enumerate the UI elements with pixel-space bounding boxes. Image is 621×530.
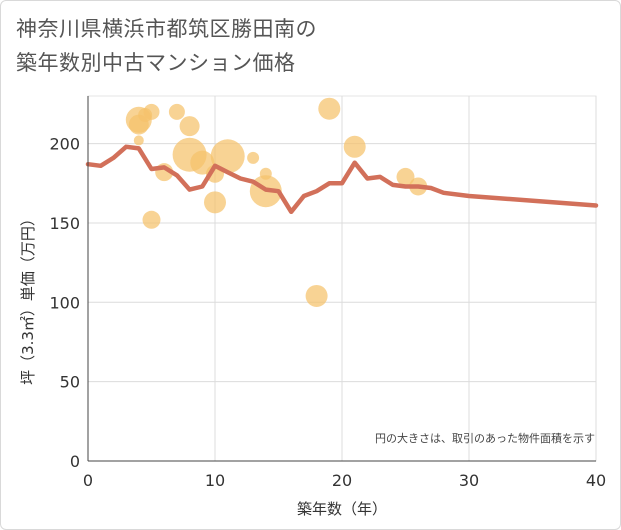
y-tick-label: 100 bbox=[49, 293, 80, 312]
x-tick-label: 10 bbox=[205, 471, 225, 490]
y-tick-label: 50 bbox=[60, 373, 80, 392]
bubble-series bbox=[125, 97, 428, 307]
y-axis-label: 坪（3.3㎡）単価（万円） bbox=[19, 211, 37, 385]
chart-title-line2: 築年数別中古マンション価格 bbox=[16, 51, 296, 75]
bubble-point bbox=[168, 103, 185, 120]
bubble-point bbox=[343, 135, 366, 158]
bubble-point bbox=[142, 210, 161, 229]
chart-title: 神奈川県横浜市都筑区勝田南の 築年数別中古マンション価格 bbox=[16, 12, 317, 80]
trend-series bbox=[85, 144, 599, 215]
bubble-point bbox=[133, 135, 144, 146]
size-note: 円の大きさは、取引のあった物件面積を示す bbox=[375, 431, 595, 445]
trend-line bbox=[85, 144, 599, 215]
chart-title-line1: 神奈川県横浜市都筑区勝田南の bbox=[16, 17, 317, 41]
y-tick-label: 150 bbox=[49, 214, 80, 233]
x-tick-label: 40 bbox=[586, 471, 606, 490]
bubble-point bbox=[143, 103, 160, 120]
x-tick-label: 30 bbox=[459, 471, 479, 490]
y-tick-label: 200 bbox=[49, 135, 80, 154]
axes: 0 50 100 150 200 0 10 20 30 40 bbox=[49, 96, 606, 490]
x-tick-label: 20 bbox=[332, 471, 352, 490]
bubble-point bbox=[318, 97, 341, 120]
bubble-point bbox=[179, 116, 200, 137]
grid-lines bbox=[87, 95, 597, 462]
x-tick-label: 0 bbox=[83, 471, 93, 490]
bubble-point bbox=[396, 167, 415, 186]
x-axis-label: 築年数（年） bbox=[297, 500, 387, 518]
bubble-point bbox=[247, 151, 260, 164]
y-tick-label: 0 bbox=[70, 452, 80, 471]
bubble-point bbox=[305, 284, 328, 307]
bubble-point bbox=[204, 191, 226, 214]
bubble-point bbox=[210, 139, 245, 174]
